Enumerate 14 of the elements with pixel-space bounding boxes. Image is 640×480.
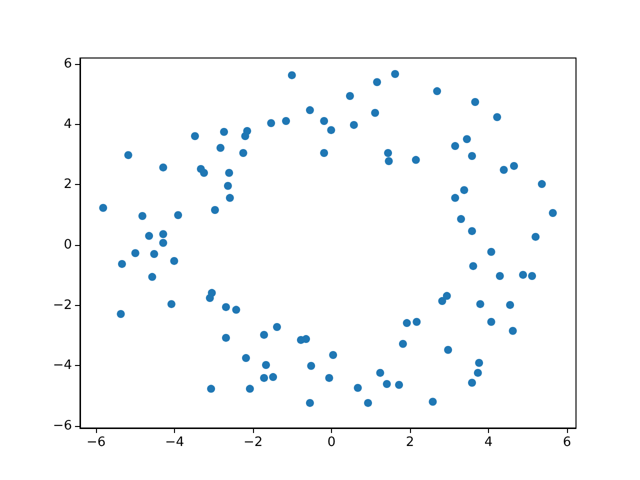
y-tick-label: 2 — [64, 177, 72, 192]
x-tick-label: 4 — [484, 435, 493, 450]
y-tick-label: −4 — [52, 358, 72, 374]
x-tick-label: −4 — [164, 435, 184, 450]
x-tick-label: 6 — [562, 435, 572, 450]
x-tick-label: −6 — [86, 435, 106, 450]
y-tick-label: 6 — [64, 56, 72, 72]
y-tick-label: −6 — [52, 418, 72, 434]
y-tick-label: 4 — [64, 116, 72, 132]
y-tick-label: −2 — [52, 298, 72, 313]
y-tick-label: 0 — [64, 237, 72, 252]
x-tick-label: −2 — [243, 435, 263, 450]
x-tick-label: 2 — [406, 435, 414, 450]
x-tick-label: 0 — [327, 435, 336, 450]
